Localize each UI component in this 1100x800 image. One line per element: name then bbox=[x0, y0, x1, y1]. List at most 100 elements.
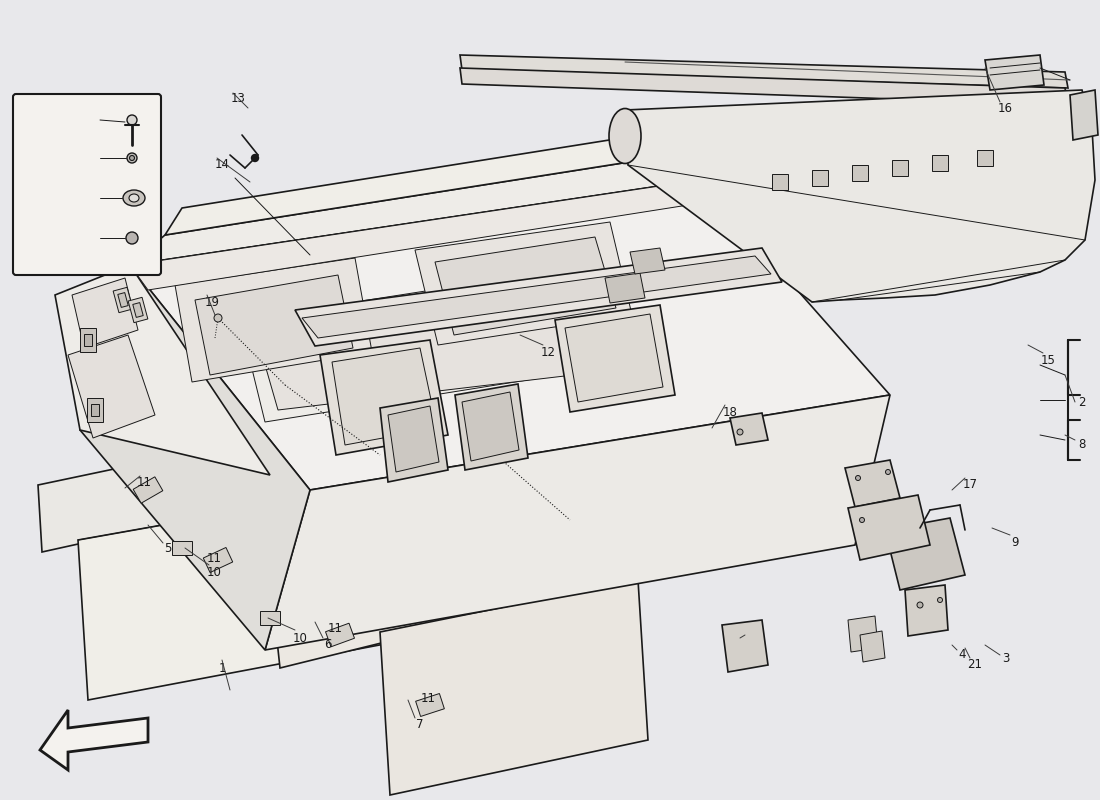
Polygon shape bbox=[260, 611, 280, 625]
Text: 16: 16 bbox=[998, 102, 1012, 114]
Ellipse shape bbox=[123, 190, 145, 206]
Polygon shape bbox=[91, 404, 99, 416]
Polygon shape bbox=[240, 270, 590, 422]
Polygon shape bbox=[78, 465, 512, 700]
Polygon shape bbox=[462, 392, 519, 461]
Text: 12: 12 bbox=[540, 346, 556, 358]
Text: 8: 8 bbox=[1078, 438, 1086, 451]
Polygon shape bbox=[39, 445, 232, 552]
Text: 1: 1 bbox=[218, 662, 226, 674]
Polygon shape bbox=[977, 150, 993, 166]
Polygon shape bbox=[625, 90, 1094, 302]
Circle shape bbox=[214, 314, 222, 322]
Polygon shape bbox=[84, 334, 92, 346]
Polygon shape bbox=[320, 340, 448, 455]
Polygon shape bbox=[388, 406, 439, 472]
Polygon shape bbox=[455, 384, 528, 470]
Polygon shape bbox=[722, 620, 768, 672]
Polygon shape bbox=[730, 413, 768, 445]
Text: 5: 5 bbox=[164, 542, 172, 554]
Polygon shape bbox=[80, 265, 310, 650]
Text: 14: 14 bbox=[214, 158, 230, 171]
Ellipse shape bbox=[129, 194, 139, 202]
Polygon shape bbox=[128, 298, 147, 322]
Polygon shape bbox=[932, 155, 948, 171]
Circle shape bbox=[917, 602, 923, 608]
Polygon shape bbox=[886, 518, 965, 590]
Text: 6: 6 bbox=[324, 638, 332, 651]
Circle shape bbox=[886, 470, 891, 474]
Polygon shape bbox=[113, 287, 133, 313]
Polygon shape bbox=[204, 547, 233, 573]
Text: 13: 13 bbox=[231, 91, 245, 105]
Polygon shape bbox=[848, 495, 930, 560]
Polygon shape bbox=[460, 68, 1068, 105]
Polygon shape bbox=[326, 623, 354, 646]
Polygon shape bbox=[165, 120, 735, 235]
Polygon shape bbox=[605, 273, 645, 303]
Text: 2: 2 bbox=[1078, 395, 1086, 409]
Polygon shape bbox=[175, 258, 372, 382]
Polygon shape bbox=[130, 180, 720, 290]
Polygon shape bbox=[133, 302, 143, 318]
Text: 3: 3 bbox=[1002, 651, 1010, 665]
Text: 4: 4 bbox=[958, 649, 966, 662]
Polygon shape bbox=[40, 710, 148, 770]
Polygon shape bbox=[565, 314, 663, 402]
Polygon shape bbox=[860, 631, 886, 662]
Polygon shape bbox=[984, 55, 1044, 90]
Text: 17: 17 bbox=[962, 478, 978, 491]
Circle shape bbox=[859, 518, 865, 522]
Polygon shape bbox=[1070, 90, 1098, 140]
Polygon shape bbox=[905, 585, 948, 636]
Polygon shape bbox=[130, 148, 718, 265]
Polygon shape bbox=[892, 160, 907, 176]
Polygon shape bbox=[255, 282, 573, 410]
Polygon shape bbox=[630, 248, 666, 274]
Text: 9: 9 bbox=[1011, 535, 1019, 549]
Polygon shape bbox=[812, 170, 828, 186]
Circle shape bbox=[937, 598, 943, 602]
Text: 7: 7 bbox=[416, 718, 424, 731]
Text: 11: 11 bbox=[328, 622, 342, 634]
Circle shape bbox=[126, 115, 138, 125]
Text: 19: 19 bbox=[205, 295, 220, 309]
Polygon shape bbox=[133, 477, 163, 503]
Circle shape bbox=[252, 154, 258, 162]
Polygon shape bbox=[130, 180, 890, 490]
Polygon shape bbox=[265, 395, 890, 650]
Polygon shape bbox=[332, 348, 437, 445]
Polygon shape bbox=[852, 165, 868, 181]
Polygon shape bbox=[379, 398, 448, 482]
Polygon shape bbox=[172, 541, 192, 555]
Text: 25: 25 bbox=[78, 154, 92, 166]
Text: 24: 24 bbox=[77, 115, 92, 129]
Text: 11: 11 bbox=[420, 691, 436, 705]
Polygon shape bbox=[460, 55, 1068, 88]
Text: 23: 23 bbox=[78, 162, 92, 174]
Polygon shape bbox=[295, 248, 782, 346]
Text: 15: 15 bbox=[1041, 354, 1055, 366]
Circle shape bbox=[126, 232, 138, 244]
Polygon shape bbox=[195, 275, 353, 375]
Polygon shape bbox=[434, 237, 616, 335]
Polygon shape bbox=[68, 335, 155, 438]
Polygon shape bbox=[87, 398, 103, 422]
Text: 20: 20 bbox=[742, 635, 758, 649]
Polygon shape bbox=[415, 222, 632, 345]
Polygon shape bbox=[55, 265, 270, 475]
Text: 10: 10 bbox=[207, 566, 221, 578]
Polygon shape bbox=[845, 460, 900, 507]
Circle shape bbox=[126, 153, 138, 163]
Text: 21: 21 bbox=[968, 658, 982, 671]
Polygon shape bbox=[556, 305, 675, 412]
Polygon shape bbox=[302, 256, 771, 338]
Polygon shape bbox=[379, 580, 648, 795]
Polygon shape bbox=[416, 694, 444, 717]
Circle shape bbox=[737, 429, 742, 435]
Polygon shape bbox=[848, 616, 878, 652]
Polygon shape bbox=[772, 174, 788, 190]
Circle shape bbox=[856, 475, 860, 481]
Circle shape bbox=[130, 155, 134, 161]
Text: 11: 11 bbox=[136, 475, 152, 489]
